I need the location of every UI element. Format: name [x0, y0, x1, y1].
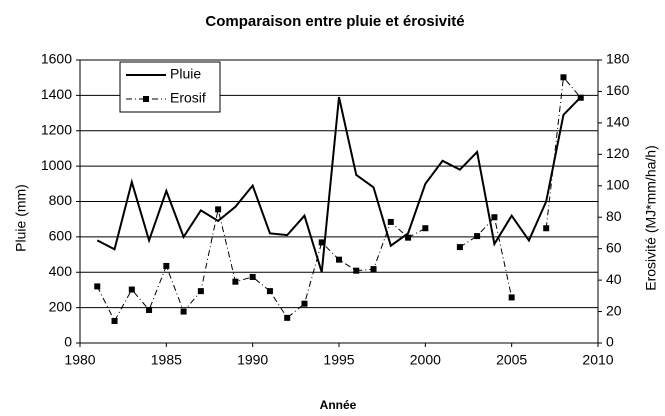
point	[94, 283, 101, 290]
x-tick-label: 1990	[237, 352, 268, 368]
series-line	[96, 96, 582, 273]
point	[301, 300, 308, 307]
y2-tick-label: 20	[606, 302, 622, 318]
x-tick-label: 1995	[323, 352, 354, 368]
legend-label: Pluie	[170, 66, 201, 82]
point	[370, 266, 377, 273]
point	[197, 288, 204, 295]
point	[387, 218, 394, 225]
x-axis-label: Année	[320, 398, 357, 412]
x-tick-label: 2010	[582, 352, 613, 368]
y-tick-label: 1400	[41, 86, 72, 102]
y2-tick-label: 40	[606, 271, 622, 287]
x-tick-label: 1985	[151, 352, 182, 368]
point	[577, 94, 584, 101]
legend-box	[119, 61, 221, 113]
point	[284, 314, 291, 321]
point	[405, 234, 412, 241]
y2-tick-label: 140	[606, 114, 630, 130]
y-tick-label: 1200	[41, 121, 72, 137]
y-tick-label: 1600	[41, 51, 72, 67]
point	[318, 239, 325, 246]
point	[336, 256, 342, 263]
y-tick-label: 0	[64, 334, 72, 350]
point	[474, 233, 481, 240]
point	[180, 308, 187, 315]
y-axis-label: Pluie (mm)	[13, 184, 29, 252]
y2-tick-label: 60	[606, 239, 622, 255]
point	[560, 74, 567, 81]
chart-title: Comparaison entre pluie et érosivité	[205, 13, 464, 30]
point	[422, 225, 429, 232]
point	[456, 244, 463, 251]
y2-tick-label: 0	[606, 334, 614, 350]
point	[249, 273, 256, 280]
y2-tick-label: 180	[606, 51, 630, 67]
y2-tick-label: 160	[606, 82, 630, 98]
y2-tick-label: 100	[606, 176, 630, 192]
point	[146, 306, 153, 313]
point	[266, 288, 273, 295]
y2-tick-label: 80	[606, 208, 622, 224]
point	[491, 214, 498, 221]
x-tick-label: 1980	[64, 352, 95, 368]
y-tick-label: 800	[49, 192, 73, 208]
point	[163, 262, 170, 269]
point	[353, 267, 360, 274]
y-tick-label: 400	[49, 263, 73, 279]
legend-label: Erosif	[170, 90, 206, 106]
point	[508, 294, 515, 301]
y2-axis-label: Erosivité (MJ*mm/ha/h)	[643, 145, 659, 290]
y-tick-label: 1000	[41, 157, 72, 173]
legend-marker	[143, 96, 149, 102]
point	[111, 317, 118, 324]
x-tick-label: 2005	[496, 352, 527, 368]
x-tick-label: 2000	[410, 352, 441, 368]
y-tick-label: 200	[49, 298, 73, 314]
point	[543, 225, 550, 232]
y2-tick-label: 120	[606, 145, 630, 161]
point	[215, 206, 222, 213]
point	[232, 278, 239, 285]
point	[128, 286, 135, 293]
y-tick-label: 600	[49, 228, 73, 244]
